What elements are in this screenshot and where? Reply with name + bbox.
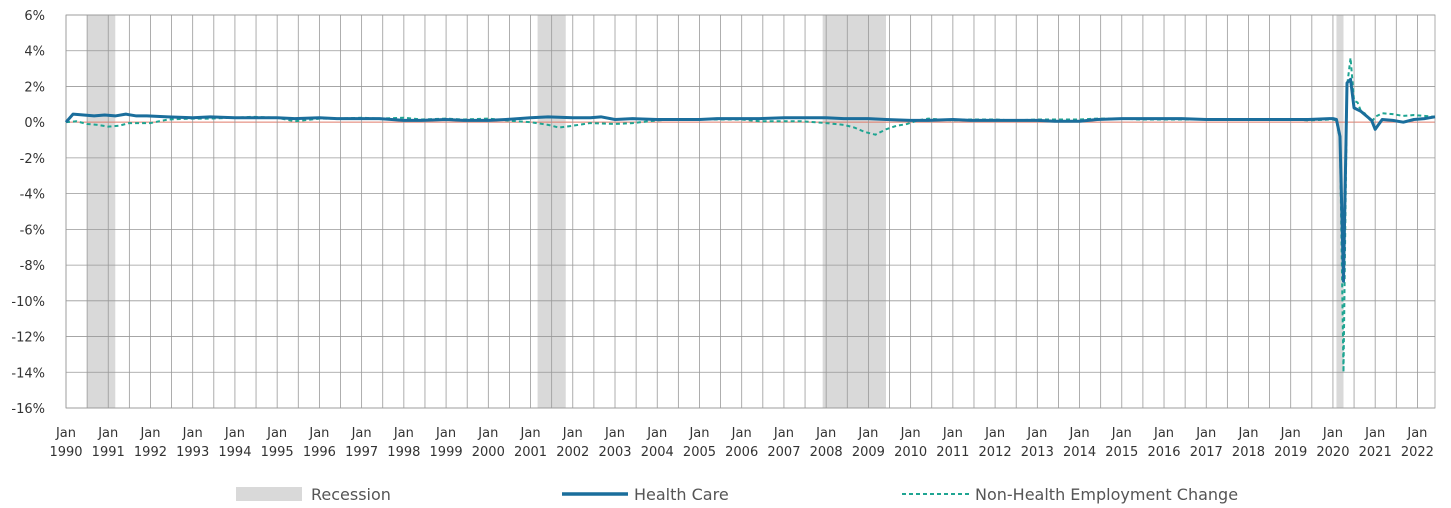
y-tick-label: -8% (20, 259, 45, 274)
x-tick-year: 2017 (1190, 445, 1223, 460)
x-tick-month: Jan (520, 426, 541, 441)
x-tick-year: 2012 (979, 445, 1012, 460)
y-tick-label: -14% (11, 366, 45, 381)
x-tick-month: Jan (942, 426, 963, 441)
legend-item-recession: Recession (236, 485, 391, 504)
x-tick-year: 2018 (1232, 445, 1265, 460)
x-tick-month: Jan (477, 426, 498, 441)
x-tick-year: 1990 (49, 445, 82, 460)
x-tick-month: Jan (435, 426, 456, 441)
legend-label-recession: Recession (311, 485, 391, 504)
x-tick-month: Jan (393, 426, 414, 441)
x-tick-month: Jan (604, 426, 625, 441)
x-tick-month: Jan (1069, 426, 1090, 441)
recession-band-3 (1336, 15, 1344, 408)
x-tick-year: 1991 (92, 445, 125, 460)
x-tick-year: 2008 (810, 445, 843, 460)
x-tick-year: 2004 (641, 445, 674, 460)
y-tick-label: -10% (11, 295, 45, 310)
legend-item-non-health: Non-Health Employment Change (902, 485, 1238, 504)
x-tick-year: 2001 (514, 445, 547, 460)
x-tick-year: 2013 (1021, 445, 1054, 460)
x-tick-year: 2005 (683, 445, 716, 460)
x-tick-year: 2011 (936, 445, 969, 460)
x-tick-month: Jan (984, 426, 1005, 441)
legend-item-health-care: Health Care (562, 485, 729, 504)
x-tick-month: Jan (139, 426, 160, 441)
y-axis-ticks: 6% 4% 2% 0% -2% -4% -6% -8% -10% -12% -14% -16% (11, 9, 45, 417)
x-tick-month: Jan (900, 426, 921, 441)
x-tick-year: 2003 (598, 445, 631, 460)
x-tick-month: Jan (55, 426, 76, 441)
x-tick-year: 2015 (1105, 445, 1138, 460)
x-tick-month: Jan (646, 426, 667, 441)
x-tick-month: Jan (1237, 426, 1258, 441)
plot-frame (65, 14, 1436, 409)
x-tick-year: 1997 (345, 445, 378, 460)
x-tick-month: Jan (562, 426, 583, 441)
x-tick-month: Jan (731, 426, 752, 441)
x-tick-year: 1999 (430, 445, 463, 460)
x-tick-year: 1992 (134, 445, 167, 460)
y-tick-label: -4% (20, 188, 45, 203)
x-tick-month: Jan (308, 426, 329, 441)
y-tick-label: -6% (20, 223, 45, 238)
y-tick-label: -16% (11, 402, 45, 417)
x-tick-month: Jan (1195, 426, 1216, 441)
x-tick-month: Jan (182, 426, 203, 441)
recession-bands (87, 15, 1344, 408)
series-lines (64, 56, 1436, 374)
legend: Recession Health Care Non-Health Employm… (236, 485, 1238, 504)
y-tick-label: 4% (24, 45, 45, 60)
x-tick-year: 2014 (1063, 445, 1096, 460)
x-tick-month: Jan (1364, 426, 1385, 441)
x-tick-month: Jan (351, 426, 372, 441)
legend-label-health-care: Health Care (634, 485, 729, 504)
x-tick-month: Jan (266, 426, 287, 441)
x-tick-year: 2019 (1274, 445, 1307, 460)
x-tick-year: 2010 (894, 445, 927, 460)
recession-swatch (236, 487, 302, 501)
x-tick-month: Jan (1280, 426, 1301, 441)
x-tick-month: Jan (773, 426, 794, 441)
y-tick-label: 0% (24, 116, 45, 131)
x-tick-year: 1995 (261, 445, 294, 460)
x-tick-year: 2016 (1147, 445, 1180, 460)
x-tick-year: 1993 (176, 445, 209, 460)
x-tick-month: Jan (857, 426, 878, 441)
y-tick-label: -12% (11, 331, 45, 346)
x-tick-year: 2000 (472, 445, 505, 460)
x-tick-year: 2021 (1359, 445, 1392, 460)
recession-band-0 (87, 15, 116, 408)
y-tick-label: 2% (24, 80, 45, 95)
y-tick-label: -2% (20, 152, 45, 167)
x-tick-month: Jan (1026, 426, 1047, 441)
legend-label-non-health: Non-Health Employment Change (975, 485, 1238, 504)
x-tick-year: 2020 (1316, 445, 1349, 460)
series-line-health (64, 77, 1436, 283)
x-axis-ticks: Jan 1990 Jan 1991 Jan 1992 Jan 1993 Jan 1994 Jan 19… (49, 426, 1433, 460)
x-tick-year: 2002 (556, 445, 589, 460)
x-tick-month: Jan (688, 426, 709, 441)
x-tick-year: 2007 (767, 445, 800, 460)
x-tick-year: 1998 (387, 445, 420, 460)
x-tick-month: Jan (1153, 426, 1174, 441)
x-tick-year: 1996 (303, 445, 336, 460)
x-tick-year: 1994 (218, 445, 251, 460)
x-tick-month: Jan (1111, 426, 1132, 441)
x-tick-year: 2022 (1401, 445, 1434, 460)
x-tick-month: Jan (97, 426, 118, 441)
gridlines (65, 14, 1436, 409)
x-tick-month: Jan (1406, 426, 1427, 441)
x-tick-year: 2009 (852, 445, 885, 460)
x-tick-month: Jan (1322, 426, 1343, 441)
y-tick-label: 6% (24, 9, 45, 24)
series-line-nonhealth (65, 56, 1436, 374)
x-tick-month: Jan (224, 426, 245, 441)
recession-band-2 (822, 15, 886, 408)
x-tick-year: 2006 (725, 445, 758, 460)
x-tick-month: Jan (815, 426, 836, 441)
